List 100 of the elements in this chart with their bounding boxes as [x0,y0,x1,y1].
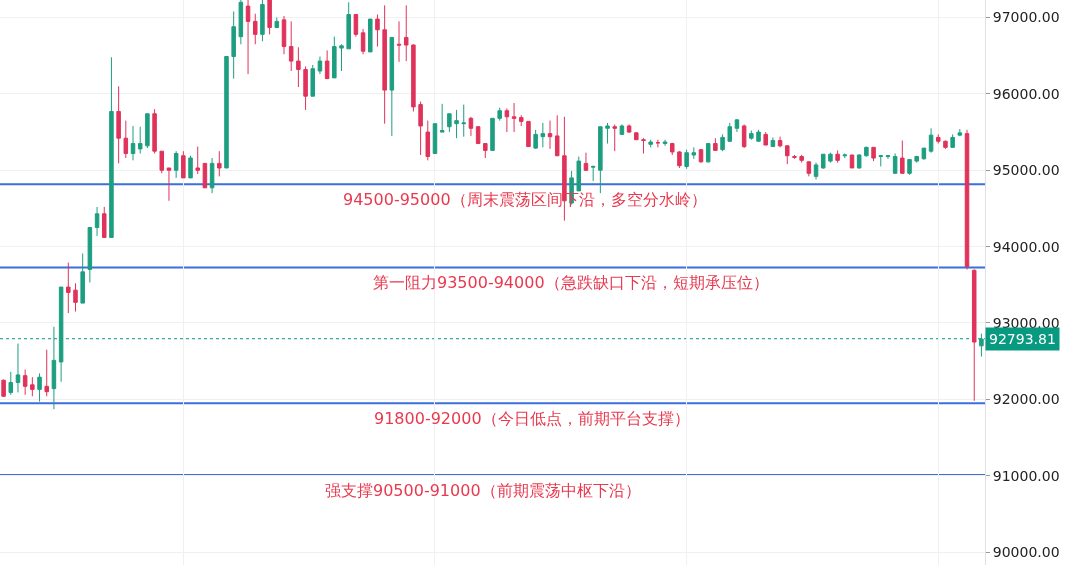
candlestick [224,56,229,169]
candlestick [684,149,689,170]
y-tick-label: 91000.00 [992,467,1060,484]
candlestick [605,122,610,145]
candlestick [957,128,963,136]
candlestick [483,143,488,159]
candlestick [274,17,280,28]
candlestick [979,333,984,358]
candlestick [475,125,481,145]
candlestick [296,46,301,88]
candlestick [368,18,373,53]
candlestick [598,126,603,194]
candlestick [396,20,402,63]
candlestick [734,118,740,133]
candlestick [87,227,93,283]
candlestick [971,269,977,402]
candlestick [166,167,172,202]
candlestick [828,152,833,164]
candlestick [756,129,761,142]
candlestick [58,286,64,383]
candlestick [950,133,955,148]
ref-line-label: 强支撑90500-91000（前期震荡中枢下沿） [325,481,641,500]
candlestick [44,349,49,397]
candlestick [317,56,323,75]
candlestick [936,133,941,145]
candlestick [720,133,725,152]
candlestick [159,150,165,174]
candlestick [511,102,517,133]
candlestick [964,129,970,271]
candlestick [209,157,215,194]
candlestick [173,150,179,179]
candlestick [22,369,28,396]
candlestick [116,85,121,164]
y-tick-label: 97000.00 [992,9,1060,26]
candlestick [152,108,157,154]
candlestick [101,206,107,238]
candlestick [864,146,869,158]
candlestick [468,116,474,137]
candlestick [533,129,538,150]
candlestick [375,14,380,48]
ref-line-label: 第一阻力93500-94000（急跌缺口下沿，短期承压位） [373,273,769,292]
candlestick [634,131,639,141]
candlestick [727,122,733,143]
candlestick [181,150,186,179]
candlestick [231,10,236,80]
candlestick [626,123,632,134]
candlestick [195,146,200,175]
candlestick [519,114,524,127]
candlestick [66,262,71,314]
candlestick [123,120,129,159]
candlestick [504,107,510,133]
candlestick [907,159,912,176]
candlestick [799,154,804,164]
ref-line-label: 92793.81 [989,331,1056,347]
candlestick [713,137,718,151]
candlestick [130,125,136,161]
candlestick [669,142,675,156]
candlestick [1,378,6,398]
candlestick [425,120,431,161]
candlestick [73,282,78,313]
candlestick [332,36,337,79]
candlestick [324,49,330,80]
candlestick [188,155,193,179]
candlestick [360,28,366,55]
candlestick [914,155,919,164]
y-tick-label: 90000.00 [992,543,1060,560]
candlestick [576,156,582,192]
candlestick [943,139,948,150]
candlestick [15,343,21,393]
candlestick [403,4,409,62]
candlestick [741,123,747,149]
candlestick [461,104,466,138]
candlestick [590,165,596,182]
candlestick [878,154,884,167]
candlestick [439,103,445,133]
candlestick [238,0,244,45]
candlestick [677,150,682,169]
candlestick [892,152,898,174]
candlestick [389,36,395,137]
candlestick [540,122,546,148]
candlestick [849,154,855,169]
candlestick [842,152,848,159]
candlestick [80,252,85,304]
candlestick [885,154,891,160]
candlestick [137,126,143,154]
candlestick [641,137,646,154]
candlestick [698,149,704,164]
y-tick-label: 95000.00 [992,162,1060,179]
candlestick [691,146,697,160]
candlestick [777,136,783,148]
candlestick [547,120,553,150]
candlestick [267,0,272,35]
y-tick-label: 94000.00 [992,238,1060,255]
candlestick [310,64,316,97]
candlestick [94,206,100,237]
candlestick [900,139,905,174]
candlestick [252,13,258,45]
candlestick [526,120,531,148]
candlestick [339,43,344,72]
candlestick [447,113,452,133]
